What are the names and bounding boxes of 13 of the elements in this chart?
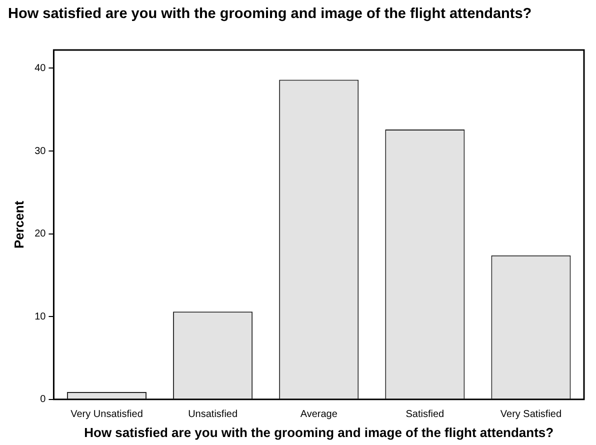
y-axis-title: Percent [11,200,26,249]
x-tick-label: Average [300,409,338,420]
x-tick-label: Very Unsatisfied [70,409,143,420]
y-tick-label: 30 [34,146,46,157]
y-tick-label: 0 [40,394,46,406]
x-axis-title: How satisfied are you with the grooming and image of the flight attendants? [84,424,554,440]
x-tick-label: Satisfied [406,409,444,420]
y-tick-label: 40 [34,62,46,74]
x-tick-label: Unsatisfied [188,409,238,420]
y-tick-label: 20 [34,228,46,240]
x-tick-label: Very Satisfied [500,409,562,420]
chart-title: How satisfied are you with the grooming and image of the flight attendants? [8,6,532,22]
y-tick-label: 10 [34,311,46,322]
